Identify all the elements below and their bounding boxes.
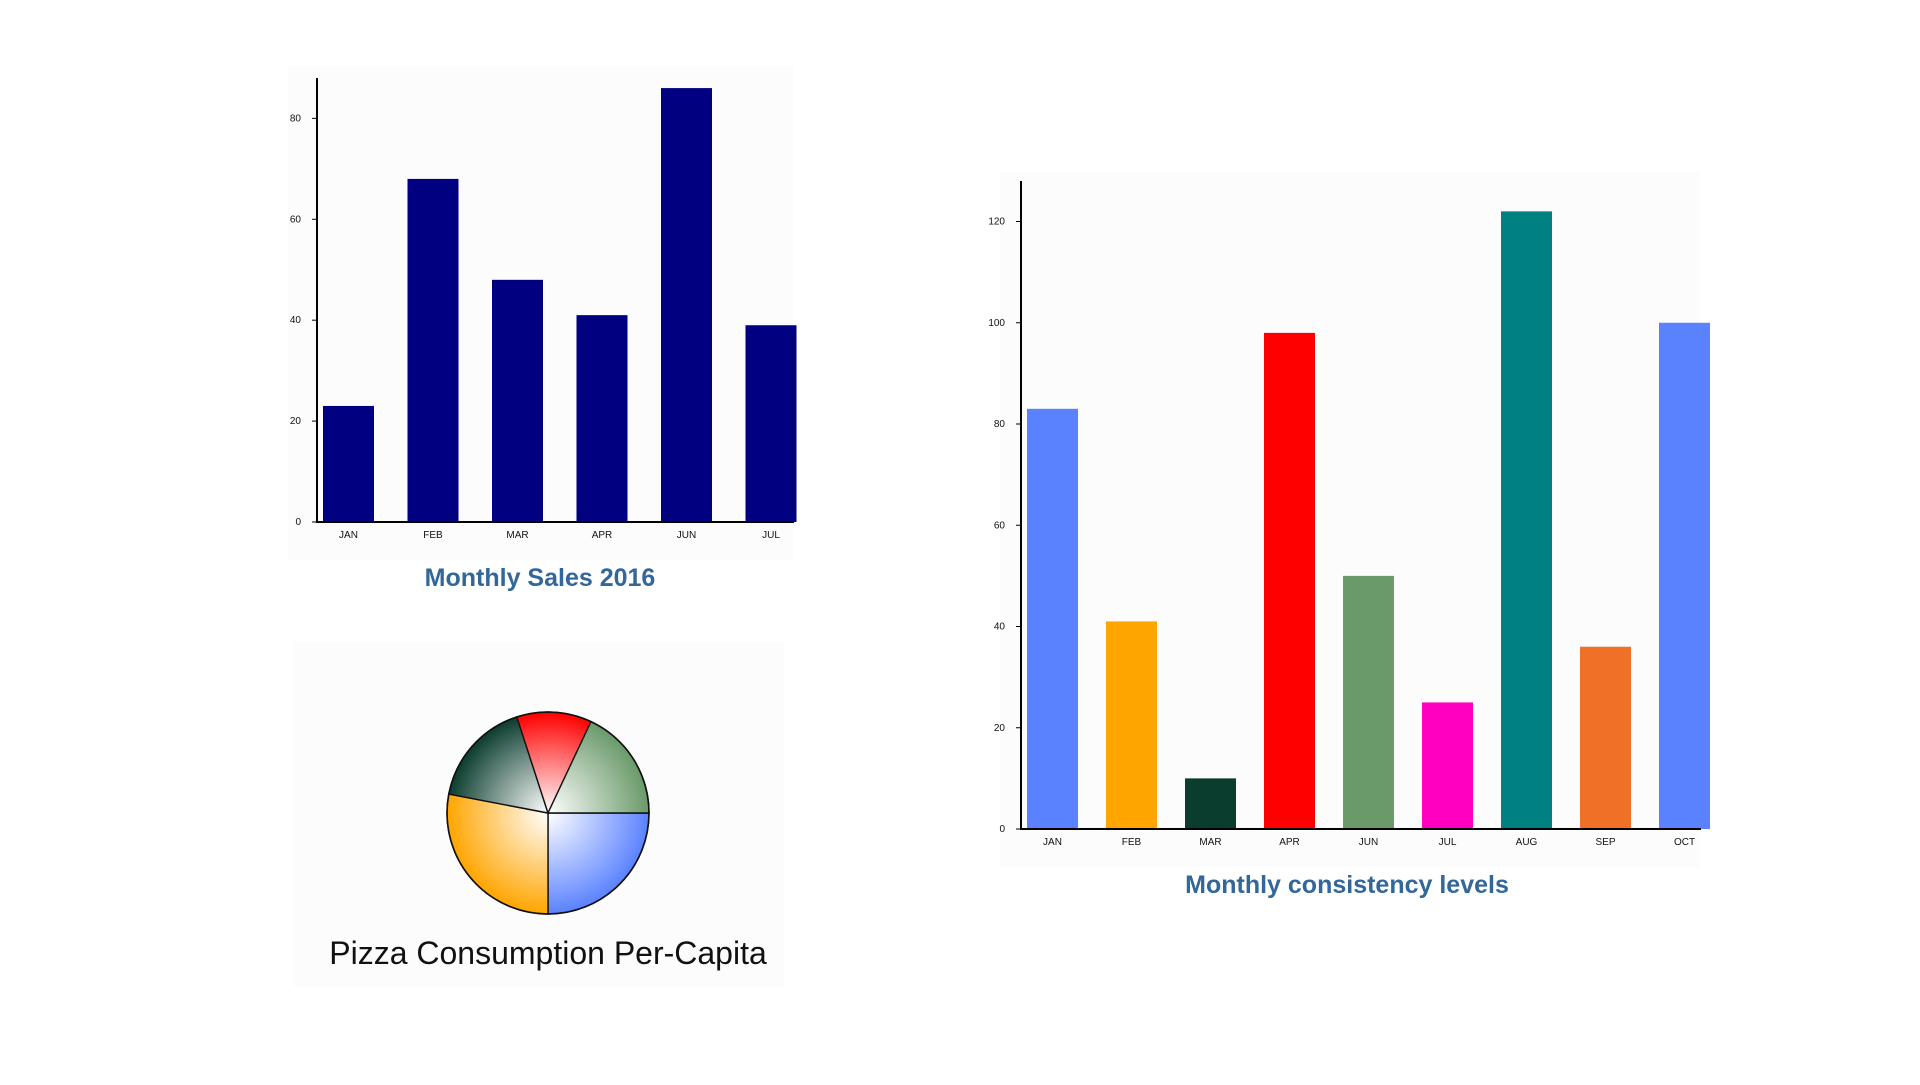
monthly-sales-bar-mar	[492, 279, 543, 522]
consistency-bar-oct	[1659, 322, 1710, 829]
pizza-pie-slices	[446, 711, 650, 915]
monthly-sales-x-tick-label: MAR	[506, 530, 528, 541]
consistency-y-tick-label: 60	[994, 520, 1006, 531]
consistency-x-tick-label: MAR	[1199, 837, 1221, 848]
monthly-sales-x-tick-label: JUN	[677, 530, 696, 541]
pizza-pie-title: Pizza Consumption Per-Capita	[329, 935, 767, 971]
consistency-x-tick-label: APR	[1279, 837, 1300, 848]
monthly-sales-x-tick-label: FEB	[423, 530, 443, 541]
pizza-pie-outline	[446, 711, 650, 915]
monthly-sales-x-tick-label: JUL	[762, 530, 780, 541]
monthly-sales-x-tick-label: APR	[592, 530, 613, 541]
monthly-sales-title: Monthly Sales 2016	[425, 564, 656, 592]
monthly-sales-bar-jan	[323, 405, 374, 522]
monthly-sales-y-tick-label: 40	[290, 315, 302, 326]
consistency-bar-jun	[1343, 575, 1394, 829]
monthly-sales-x-ticks: JAN FEB MAR APR JUN JUL	[339, 530, 780, 541]
monthly-sales-y-tick-label: 0	[295, 517, 301, 528]
consistency-x-tick-label: JUN	[1359, 837, 1378, 848]
consistency-x-tick-label: JUL	[1439, 837, 1457, 848]
monthly-sales-bar-feb	[407, 178, 459, 522]
consistency-bar-jan	[1027, 408, 1078, 829]
monthly-sales-bar-apr	[576, 315, 628, 522]
consistency-y-tick-label: 120	[988, 217, 1005, 228]
consistency-bar-feb	[1106, 621, 1157, 829]
consistency-bar-jul	[1422, 702, 1473, 829]
monthly-sales-chart: 0 20 40 60 80 JAN FEB MAR APR JUN JUL Monthly Sal…	[288, 66, 797, 592]
pizza-pie-chart: Pizza Consumption Per-Capita	[294, 642, 784, 987]
consistency-y-tick-label: 100	[988, 318, 1005, 329]
consistency-y-tick-label: 20	[994, 723, 1006, 734]
consistency-bar-sep	[1580, 646, 1631, 829]
consistency-x-tick-label: JAN	[1043, 837, 1062, 848]
consistency-y-tick-label: 80	[994, 419, 1006, 430]
consistency-y-tick-label: 0	[999, 824, 1005, 835]
consistency-y-ticks: 0 20 40 60 80 100 120	[988, 217, 1021, 835]
monthly-sales-bars	[323, 88, 797, 522]
consistency-bars	[1027, 211, 1710, 829]
consistency-x-ticks: JAN FEB MAR APR JUN JUL AUG SEP OCT	[1043, 837, 1695, 848]
consistency-y-tick-label: 40	[994, 622, 1006, 633]
consistency-bar-aug	[1501, 211, 1552, 829]
monthly-sales-y-tick-label: 60	[290, 214, 302, 225]
consistency-x-tick-label: SEP	[1595, 837, 1615, 848]
monthly-sales-bar-jun	[661, 88, 712, 522]
consistency-x-tick-label: FEB	[1122, 837, 1142, 848]
monthly-sales-y-ticks: 0 20 40 60 80	[290, 113, 317, 528]
monthly-sales-y-tick-label: 80	[290, 113, 302, 124]
consistency-x-tick-label: AUG	[1516, 837, 1538, 848]
monthly-sales-bar-jul	[745, 325, 797, 522]
consistency-bar-apr	[1264, 332, 1315, 829]
consistency-chart: 0 20 40 60 80 100 120 JAN FEB MAR APR JUN JUL AUG SEP…	[988, 172, 1710, 899]
consistency-x-tick-label: OCT	[1674, 837, 1695, 848]
monthly-sales-x-tick-label: JAN	[339, 530, 358, 541]
monthly-sales-y-tick-label: 20	[290, 416, 302, 427]
consistency-bar-mar	[1185, 778, 1236, 829]
consistency-title: Monthly consistency levels	[1185, 871, 1509, 899]
